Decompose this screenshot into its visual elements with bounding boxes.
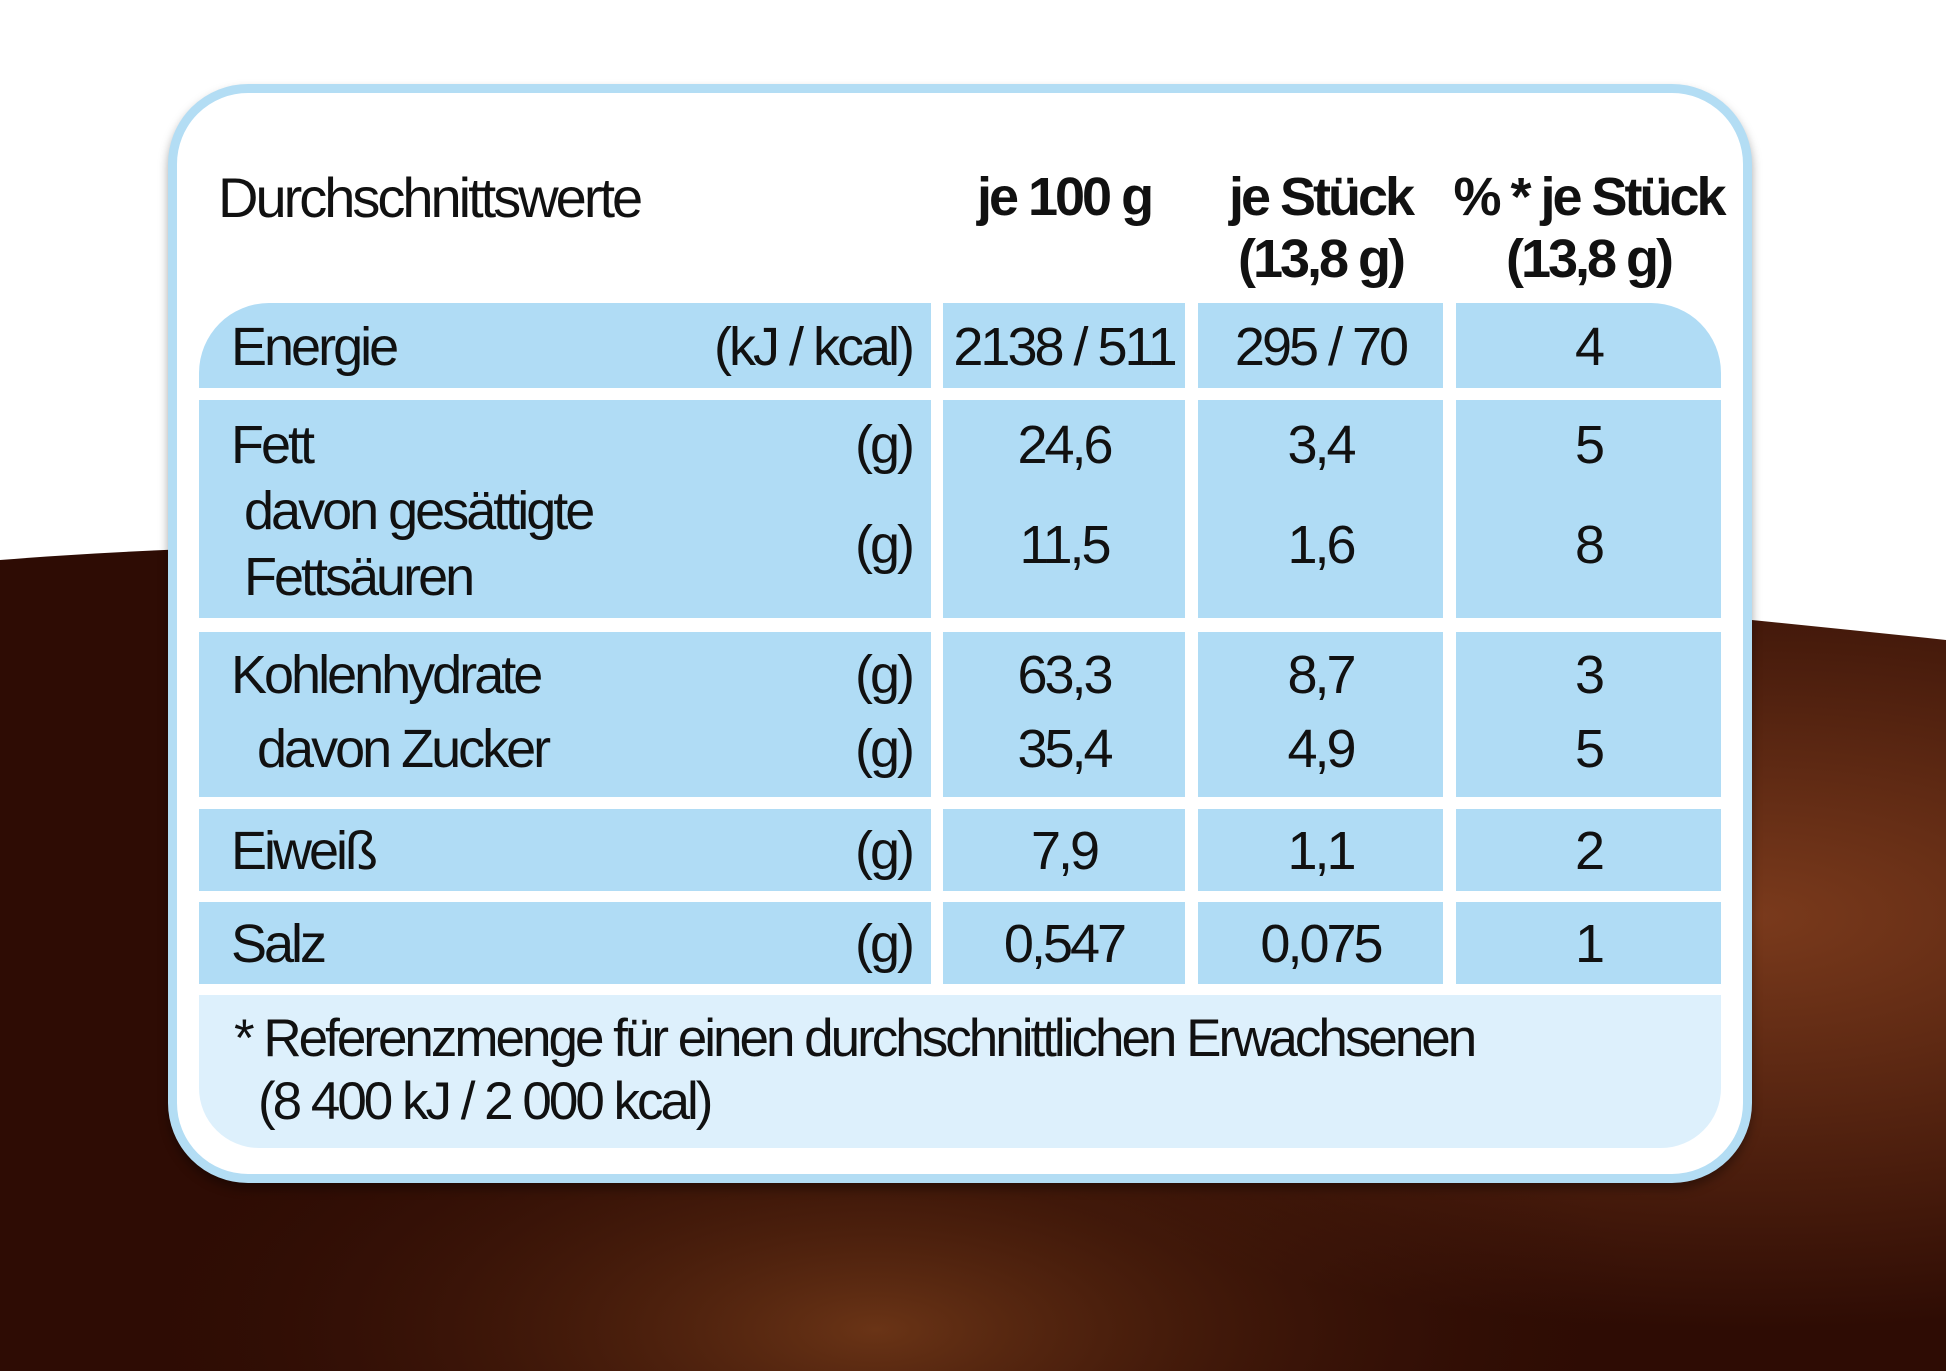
row-per-piece: 295 / 70 [1234, 317, 1409, 377]
row-label: Fett [231, 415, 315, 475]
row-unit: (kJ / kcal) [713, 317, 915, 377]
protein-label-cell [199, 809, 931, 891]
energy-label-cell [199, 303, 931, 388]
salt-100g-cell [943, 902, 1185, 984]
row-per-piece: 1,6 [1287, 515, 1356, 575]
footnote-line1: * Referenzmenge für einen durchschnittli… [234, 1009, 1477, 1068]
energy-pct-cell [1456, 303, 1721, 388]
row-percent: 1 [1574, 914, 1605, 974]
row-label: Energie [231, 317, 399, 377]
row-per-100g: 2138 / 511 [953, 317, 1177, 377]
row-unit: (g) [855, 821, 915, 881]
salt-label-cell [199, 902, 931, 984]
row-per-100g: 63,3 [1017, 645, 1113, 705]
row-percent: 8 [1574, 515, 1605, 575]
carb-piece-cell [1198, 632, 1443, 797]
row-per-100g: 7,9 [1030, 821, 1100, 881]
row-label-line2: Fettsäuren [244, 547, 475, 607]
row-label: davon Zucker [257, 719, 551, 779]
row-per-piece: 0,075 [1260, 914, 1383, 974]
footnote-cell [199, 995, 1721, 1148]
row-percent: 2 [1574, 821, 1605, 881]
row-per-piece: 4,9 [1287, 719, 1356, 779]
row-unit: (g) [855, 914, 915, 974]
row-percent: 5 [1574, 415, 1605, 475]
header-title: Durchschnittswerte [218, 166, 643, 229]
energy-piece-cell [1198, 303, 1443, 388]
header-per-100g: je 100 g [976, 167, 1154, 227]
row-label: Salz [231, 914, 327, 974]
row-label: davon gesättigte [244, 481, 595, 541]
row-percent: 4 [1574, 317, 1605, 377]
protein-100g-cell [943, 809, 1185, 891]
row-per-piece: 3,4 [1287, 415, 1356, 475]
row-unit: (g) [855, 719, 915, 779]
fat-label-cell [199, 400, 931, 618]
fat-piece-cell [1198, 400, 1443, 618]
fat-pct-cell [1456, 400, 1721, 618]
row-per-piece: 8,7 [1287, 645, 1356, 705]
row-per-100g: 24,6 [1017, 415, 1113, 475]
row-per-100g: 0,547 [1003, 914, 1127, 974]
row-per-100g: 11,5 [1019, 515, 1111, 575]
energy-100g-cell [943, 303, 1185, 388]
protein-piece-cell [1198, 809, 1443, 891]
row-label: Eiweiß [231, 821, 378, 881]
salt-piece-cell [1198, 902, 1443, 984]
carb-label-cell [199, 632, 931, 797]
header-percent: % * je Stück [1453, 167, 1726, 227]
row-per-100g: 35,4 [1017, 719, 1113, 779]
salt-pct-cell [1456, 902, 1721, 984]
row-unit: (g) [855, 515, 915, 575]
header-per-piece: je Stück [1228, 167, 1415, 227]
row-percent: 3 [1574, 645, 1605, 705]
protein-pct-cell [1456, 809, 1721, 891]
carb-100g-cell [943, 632, 1185, 797]
row-unit: (g) [855, 415, 915, 475]
header-percent-sub: (13,8 g) [1505, 229, 1674, 289]
row-per-piece: 1,1 [1287, 821, 1356, 881]
header-per-piece-sub: (13,8 g) [1237, 229, 1406, 289]
fat-100g-cell [943, 400, 1185, 618]
row-unit: (g) [855, 645, 915, 705]
row-percent: 5 [1574, 719, 1605, 779]
row-label: Kohlenhydrate [231, 645, 543, 705]
footnote-line2: (8 400 kJ / 2 000 kcal) [258, 1072, 713, 1131]
carb-pct-cell [1456, 632, 1721, 797]
